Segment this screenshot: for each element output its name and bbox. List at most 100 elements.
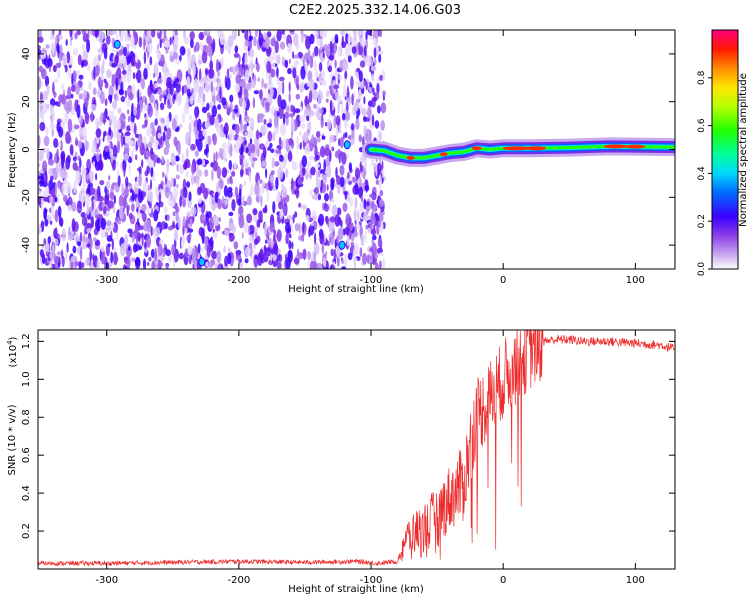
noise-speckle xyxy=(196,97,202,104)
noise-speckle xyxy=(221,203,226,209)
noise-speckle xyxy=(75,230,78,239)
noise-speckle xyxy=(128,92,134,101)
noise-speckle xyxy=(284,111,290,119)
spectrogram-y-tick-label: 0 xyxy=(21,146,32,152)
noise-speckle xyxy=(344,70,348,80)
noise-speckle xyxy=(123,153,129,162)
noise-speckle xyxy=(282,204,287,215)
noise-speckle xyxy=(230,178,233,185)
noise-speckle xyxy=(269,54,272,62)
noise-speckle xyxy=(272,201,276,214)
noise-speckle xyxy=(207,152,210,158)
noise-speckle xyxy=(50,50,56,56)
noise-speckle xyxy=(115,77,119,91)
noise-speckle xyxy=(147,184,151,191)
noise-speckle xyxy=(94,65,100,77)
noise-speckle xyxy=(285,222,291,234)
noise-speckle xyxy=(81,126,88,135)
noise-speckle xyxy=(96,185,101,198)
signal-peak xyxy=(526,146,547,151)
noise-speckle xyxy=(157,132,162,139)
noise-speckle xyxy=(365,55,372,67)
noise-speckle xyxy=(169,83,174,96)
noise-speckle xyxy=(344,132,348,138)
noise-speckle xyxy=(266,93,270,100)
noise-speckle xyxy=(40,52,47,60)
noise-speckle xyxy=(77,54,82,66)
noise-speckle xyxy=(243,123,248,131)
noise-speckle xyxy=(200,41,204,51)
noise-speckle xyxy=(116,131,120,142)
noise-speckle xyxy=(72,156,77,162)
noise-speckle xyxy=(133,106,137,116)
noise-speckle xyxy=(250,143,256,154)
noise-speckle xyxy=(95,214,100,220)
noise-speckle xyxy=(65,181,72,195)
noise-speckle xyxy=(83,168,87,175)
noise-speckle xyxy=(379,220,384,233)
noise-speckle xyxy=(193,45,197,53)
noise-speckle xyxy=(249,48,255,58)
noise-speckle xyxy=(76,241,82,247)
noise-speckle xyxy=(357,209,360,222)
noise-speckle xyxy=(64,251,68,262)
noise-speckle xyxy=(100,217,107,230)
noise-speckle xyxy=(337,182,341,195)
noise-speckle xyxy=(381,257,386,269)
noise-speckle xyxy=(336,175,341,186)
noise-speckle xyxy=(325,156,331,169)
noise-speckle xyxy=(166,127,172,140)
noise-speckle xyxy=(119,54,126,64)
noise-speckle xyxy=(371,242,377,256)
noise-speckle xyxy=(377,220,381,228)
noise-speckle xyxy=(367,106,372,119)
noise-speckle xyxy=(143,51,147,65)
noise-speckle xyxy=(227,252,232,265)
noise-speckle xyxy=(244,131,249,137)
noise-speckle xyxy=(218,263,222,269)
noise-speckle xyxy=(175,212,179,222)
noise-speckle xyxy=(223,266,230,269)
noise-speckle xyxy=(198,68,202,82)
noise-speckle xyxy=(176,92,182,106)
noise-speckle xyxy=(198,226,204,237)
noise-speckle xyxy=(309,189,313,196)
noise-speckle xyxy=(41,243,45,249)
noise-speckle xyxy=(342,202,348,212)
noise-speckle xyxy=(137,89,140,103)
noise-speckle xyxy=(258,32,264,46)
noise-speckle xyxy=(357,30,361,39)
noise-speckle xyxy=(69,144,74,156)
noise-speckle xyxy=(238,214,245,229)
noise-speckle xyxy=(49,175,54,182)
noise-speckle xyxy=(204,67,209,76)
noise-speckle xyxy=(164,186,171,199)
noise-speckle xyxy=(309,260,316,269)
noise-speckle xyxy=(56,101,61,107)
noise-speckle xyxy=(272,131,276,142)
noise-speckle xyxy=(82,43,86,54)
noise-speckle xyxy=(254,30,258,38)
noise-speckle xyxy=(292,214,295,224)
noise-speckle xyxy=(89,249,92,262)
noise-speckle xyxy=(127,109,130,115)
noise-speckle xyxy=(154,118,158,126)
noise-speckle xyxy=(53,138,59,148)
noise-speckle xyxy=(311,210,317,220)
noise-speckle xyxy=(338,138,341,147)
noise-speckle xyxy=(101,42,108,54)
noise-speckle xyxy=(174,155,180,162)
noise-speckle xyxy=(166,142,170,150)
noise-speckle xyxy=(137,191,143,204)
noise-speckle xyxy=(288,233,292,239)
noise-speckle xyxy=(218,217,221,222)
noise-speckle xyxy=(270,38,276,47)
noise-speckle xyxy=(360,233,365,247)
noise-speckle xyxy=(379,212,384,222)
noise-speckle xyxy=(61,183,66,197)
noise-speckle xyxy=(198,53,202,67)
noise-speckle xyxy=(50,98,56,107)
noise-speckle xyxy=(58,34,63,40)
noise-speckle xyxy=(223,185,228,197)
noise-speckle xyxy=(151,260,156,269)
